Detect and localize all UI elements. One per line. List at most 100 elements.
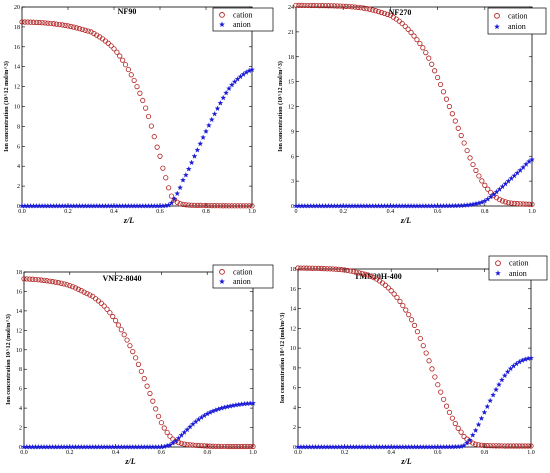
cation-point (115, 322, 122, 328)
cation-point (429, 366, 435, 372)
cation-point (337, 3, 343, 9)
y-tick-label: 12 (14, 85, 20, 91)
y-tick-label: 8 (19, 367, 22, 373)
cation-point (221, 443, 227, 450)
y-tick-label: 16 (290, 287, 296, 293)
x-tick-label: 0.6 (434, 450, 442, 456)
cation-point (24, 276, 30, 282)
cation-point (423, 350, 429, 356)
cation-point (302, 2, 308, 9)
cation-point (134, 84, 140, 90)
x-tick-label: 0.0 (18, 209, 26, 215)
cation-point (443, 96, 450, 102)
cation-point (312, 265, 319, 271)
cation-point (174, 199, 180, 205)
cation-point (229, 203, 235, 209)
cation-point (138, 368, 144, 374)
cation-point (461, 433, 467, 440)
cation-point (467, 155, 473, 161)
anion-point (178, 432, 185, 438)
cation-point (408, 317, 415, 323)
cation-point (322, 3, 329, 9)
y-tick-label: 0 (293, 445, 296, 451)
cation-point (61, 281, 67, 287)
plot-frame (297, 268, 532, 448)
cation-point (207, 443, 213, 449)
cation-point (238, 443, 245, 450)
cation-point (108, 43, 114, 49)
cation-point (113, 318, 119, 324)
x-tick-label: 0.2 (339, 209, 347, 215)
cation-point (478, 442, 485, 448)
cation-point (346, 3, 352, 10)
cation-point (438, 389, 444, 395)
x-tick-label: 0.2 (341, 450, 349, 456)
anion-point (180, 177, 186, 183)
cation-point (368, 273, 374, 279)
cation-point (508, 200, 514, 206)
series-anion (19, 66, 255, 209)
cation-point (137, 90, 143, 96)
anion-point (223, 89, 230, 96)
cation-point (417, 335, 423, 342)
anion-point (469, 432, 476, 438)
anion-point (194, 147, 201, 153)
y-tick-label: 18 (290, 267, 296, 273)
cation-point (151, 134, 157, 140)
cation-point (340, 3, 346, 9)
y-tick-label: 4 (293, 405, 296, 411)
chart-panel-2: 0 0.2 0.4 0.6 0.8 1.0 0 3 6 9 12 15 18 21 24 z/L Ion con… (277, 2, 547, 225)
y-tick-label: 10 (16, 348, 22, 354)
cation-point (394, 294, 400, 301)
cation-point (299, 2, 305, 8)
cation-point (314, 2, 320, 9)
cation-point (241, 443, 248, 450)
plot-frame (23, 271, 254, 448)
y-tick-label: 24 (288, 5, 294, 11)
anion-point (501, 372, 508, 379)
cation-point (52, 279, 59, 285)
x-tick-label: 1.0 (528, 209, 536, 215)
cation-point (236, 443, 242, 450)
cation-point (373, 8, 379, 14)
cation-point (321, 266, 327, 272)
cation-point (190, 442, 196, 448)
anion-point (250, 400, 256, 406)
anion-point (191, 153, 198, 159)
cation-point (353, 269, 359, 275)
cation-point (476, 173, 482, 179)
cation-point (161, 425, 167, 431)
cation-point (470, 440, 476, 446)
cation-point (220, 203, 226, 209)
cation-point (406, 312, 412, 318)
y-axis-label: Ion concentration 10^12 (mol/m^3) (5, 314, 12, 405)
cation-point (307, 265, 313, 271)
cation-point (473, 167, 479, 174)
cation-point (525, 443, 531, 449)
cation-point (81, 289, 87, 295)
cation-point (250, 443, 256, 450)
cation-point (56, 21, 62, 28)
cation-point (455, 425, 461, 431)
cation-point (224, 443, 230, 450)
cation-point (423, 49, 429, 56)
cation-point (210, 443, 216, 449)
cation-point (38, 277, 44, 283)
cation-point (449, 415, 455, 421)
cation-point (141, 376, 147, 382)
cation-point (232, 203, 238, 209)
y-tick-label: 14 (14, 65, 20, 71)
anion-point (171, 196, 178, 202)
cation-point (420, 45, 426, 51)
cation-point (487, 443, 493, 449)
cation-point (437, 81, 444, 88)
cation-point (164, 429, 170, 436)
cation-point (30, 19, 37, 25)
cation-point (336, 266, 342, 272)
cation-point (58, 280, 64, 286)
cation-point (358, 5, 364, 11)
cation-point (359, 270, 365, 277)
